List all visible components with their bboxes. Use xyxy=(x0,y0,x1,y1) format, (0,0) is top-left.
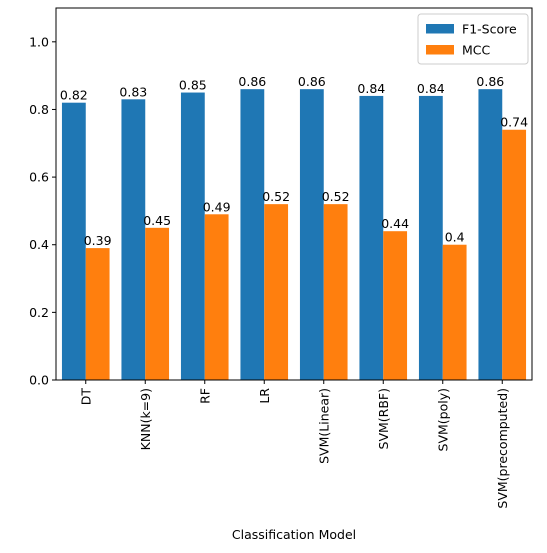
legend-swatch xyxy=(426,24,454,34)
bar-f1-score-1 xyxy=(121,99,146,381)
bar-f1-score-5 xyxy=(359,95,384,380)
bar-mcc-7 xyxy=(502,129,527,380)
bar-f1-score-0 xyxy=(61,102,86,380)
legend-label: MCC xyxy=(462,43,491,58)
y-tick-label: 0.6 xyxy=(29,170,49,185)
bar-f1-score-7 xyxy=(478,89,503,380)
bar-value-label: 0.82 xyxy=(60,88,88,103)
legend-label: F1-Score xyxy=(462,22,517,37)
bar-value-label: 0.44 xyxy=(381,216,409,231)
plot-frame xyxy=(55,7,533,381)
bar-value-label: 0.83 xyxy=(119,84,147,99)
bar-value-label: 0.85 xyxy=(179,78,207,93)
y-tick-label: 0.4 xyxy=(29,237,49,252)
x-tick-label: SVM(precomputed) xyxy=(495,388,510,509)
y-tick-label: 1.0 xyxy=(29,34,49,49)
x-tick-label: SVM(RBF) xyxy=(376,388,391,449)
x-tick-label: SVM(Linear) xyxy=(316,388,331,464)
bar-mcc-6 xyxy=(442,244,467,380)
bar-value-label: 0.86 xyxy=(238,74,266,89)
legend: F1-Score MCC xyxy=(417,13,529,65)
bar-value-label: 0.45 xyxy=(143,213,171,228)
bar-value-label: 0.39 xyxy=(84,233,112,248)
x-tick-label: DT xyxy=(78,388,93,406)
bar-value-label: 0.84 xyxy=(417,81,445,96)
bar-mcc-3 xyxy=(264,204,289,380)
bar-mcc-2 xyxy=(204,214,229,380)
bar-value-label: 0.86 xyxy=(476,74,504,89)
bar-value-label: 0.52 xyxy=(262,189,290,204)
bar-value-label: 0.49 xyxy=(203,199,231,214)
bars-layer xyxy=(61,89,527,381)
bar-f1-score-3 xyxy=(240,89,265,380)
bar-value-label: 0.74 xyxy=(500,115,528,130)
bar-value-label: 0.4 xyxy=(445,230,465,245)
y-tick-label: 0.2 xyxy=(29,305,49,320)
legend-swatch xyxy=(426,45,454,55)
x-tick-label: LR xyxy=(257,388,272,404)
bar-value-label: 0.86 xyxy=(298,74,326,89)
bar-f1-score-2 xyxy=(180,92,205,380)
bar-value-label: 0.52 xyxy=(322,189,350,204)
y-axis: 0.0 0.2 0.4 0.6 0.8 1.0 xyxy=(29,34,56,388)
x-axis-title: Classification Model xyxy=(232,527,356,542)
bar-mcc-0 xyxy=(85,248,110,380)
x-tick-label: KNN(k=9) xyxy=(138,388,153,450)
y-tick-label: 0.0 xyxy=(29,373,49,388)
bar-mcc-4 xyxy=(323,204,348,380)
y-tick-label: 0.8 xyxy=(29,102,49,117)
x-axis: DT KNN(k=9) RF LR SVM(Linear) SVM(RBF) SVM(pol… xyxy=(78,380,510,509)
bar-f1-score-4 xyxy=(299,89,324,380)
bar-f1-score-6 xyxy=(418,95,443,380)
bar-labels-layer: 0.82 0.83 0.85 0.86 0.86 0.84 0.84 0.86 0.39 0.45… xyxy=(60,74,528,248)
x-tick-label: SVM(poly) xyxy=(435,388,450,451)
bar-mcc-5 xyxy=(383,231,408,380)
x-tick-label: RF xyxy=(197,388,212,404)
bar-mcc-1 xyxy=(145,227,170,380)
bar-value-label: 0.84 xyxy=(357,81,385,96)
